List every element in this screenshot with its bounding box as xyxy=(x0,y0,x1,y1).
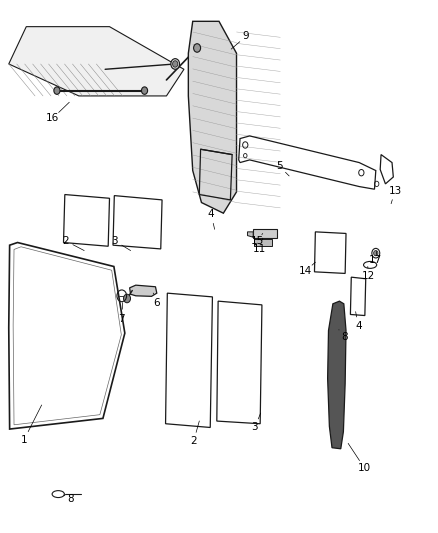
Text: 14: 14 xyxy=(299,266,312,276)
Text: 4: 4 xyxy=(208,209,215,219)
Circle shape xyxy=(374,251,378,256)
Text: 1: 1 xyxy=(21,435,28,445)
Text: 7: 7 xyxy=(118,314,125,324)
Circle shape xyxy=(173,61,178,67)
Text: 9: 9 xyxy=(243,31,250,41)
Text: 8: 8 xyxy=(67,495,74,504)
Circle shape xyxy=(124,294,131,303)
FancyBboxPatch shape xyxy=(253,229,277,238)
Text: 6: 6 xyxy=(153,298,160,308)
Text: 12: 12 xyxy=(362,271,375,281)
Text: 11: 11 xyxy=(253,244,266,254)
Text: 16: 16 xyxy=(46,114,59,123)
Circle shape xyxy=(171,59,180,69)
Polygon shape xyxy=(130,285,157,296)
Polygon shape xyxy=(9,27,184,96)
Text: 8: 8 xyxy=(341,332,348,342)
Text: 4: 4 xyxy=(355,321,362,331)
FancyBboxPatch shape xyxy=(254,239,272,246)
Text: 3: 3 xyxy=(251,423,258,432)
Circle shape xyxy=(141,87,148,94)
Text: 5: 5 xyxy=(276,161,283,171)
Text: 15: 15 xyxy=(251,236,264,246)
Text: 10: 10 xyxy=(358,463,371,473)
Text: 2: 2 xyxy=(62,236,69,246)
Text: 13: 13 xyxy=(389,186,402,196)
Text: 3: 3 xyxy=(111,236,118,246)
Circle shape xyxy=(54,87,60,94)
Polygon shape xyxy=(328,301,346,449)
Text: 2: 2 xyxy=(190,437,197,446)
Text: 17: 17 xyxy=(369,255,382,265)
Polygon shape xyxy=(188,21,237,213)
Circle shape xyxy=(194,44,201,52)
Polygon shape xyxy=(247,232,253,237)
